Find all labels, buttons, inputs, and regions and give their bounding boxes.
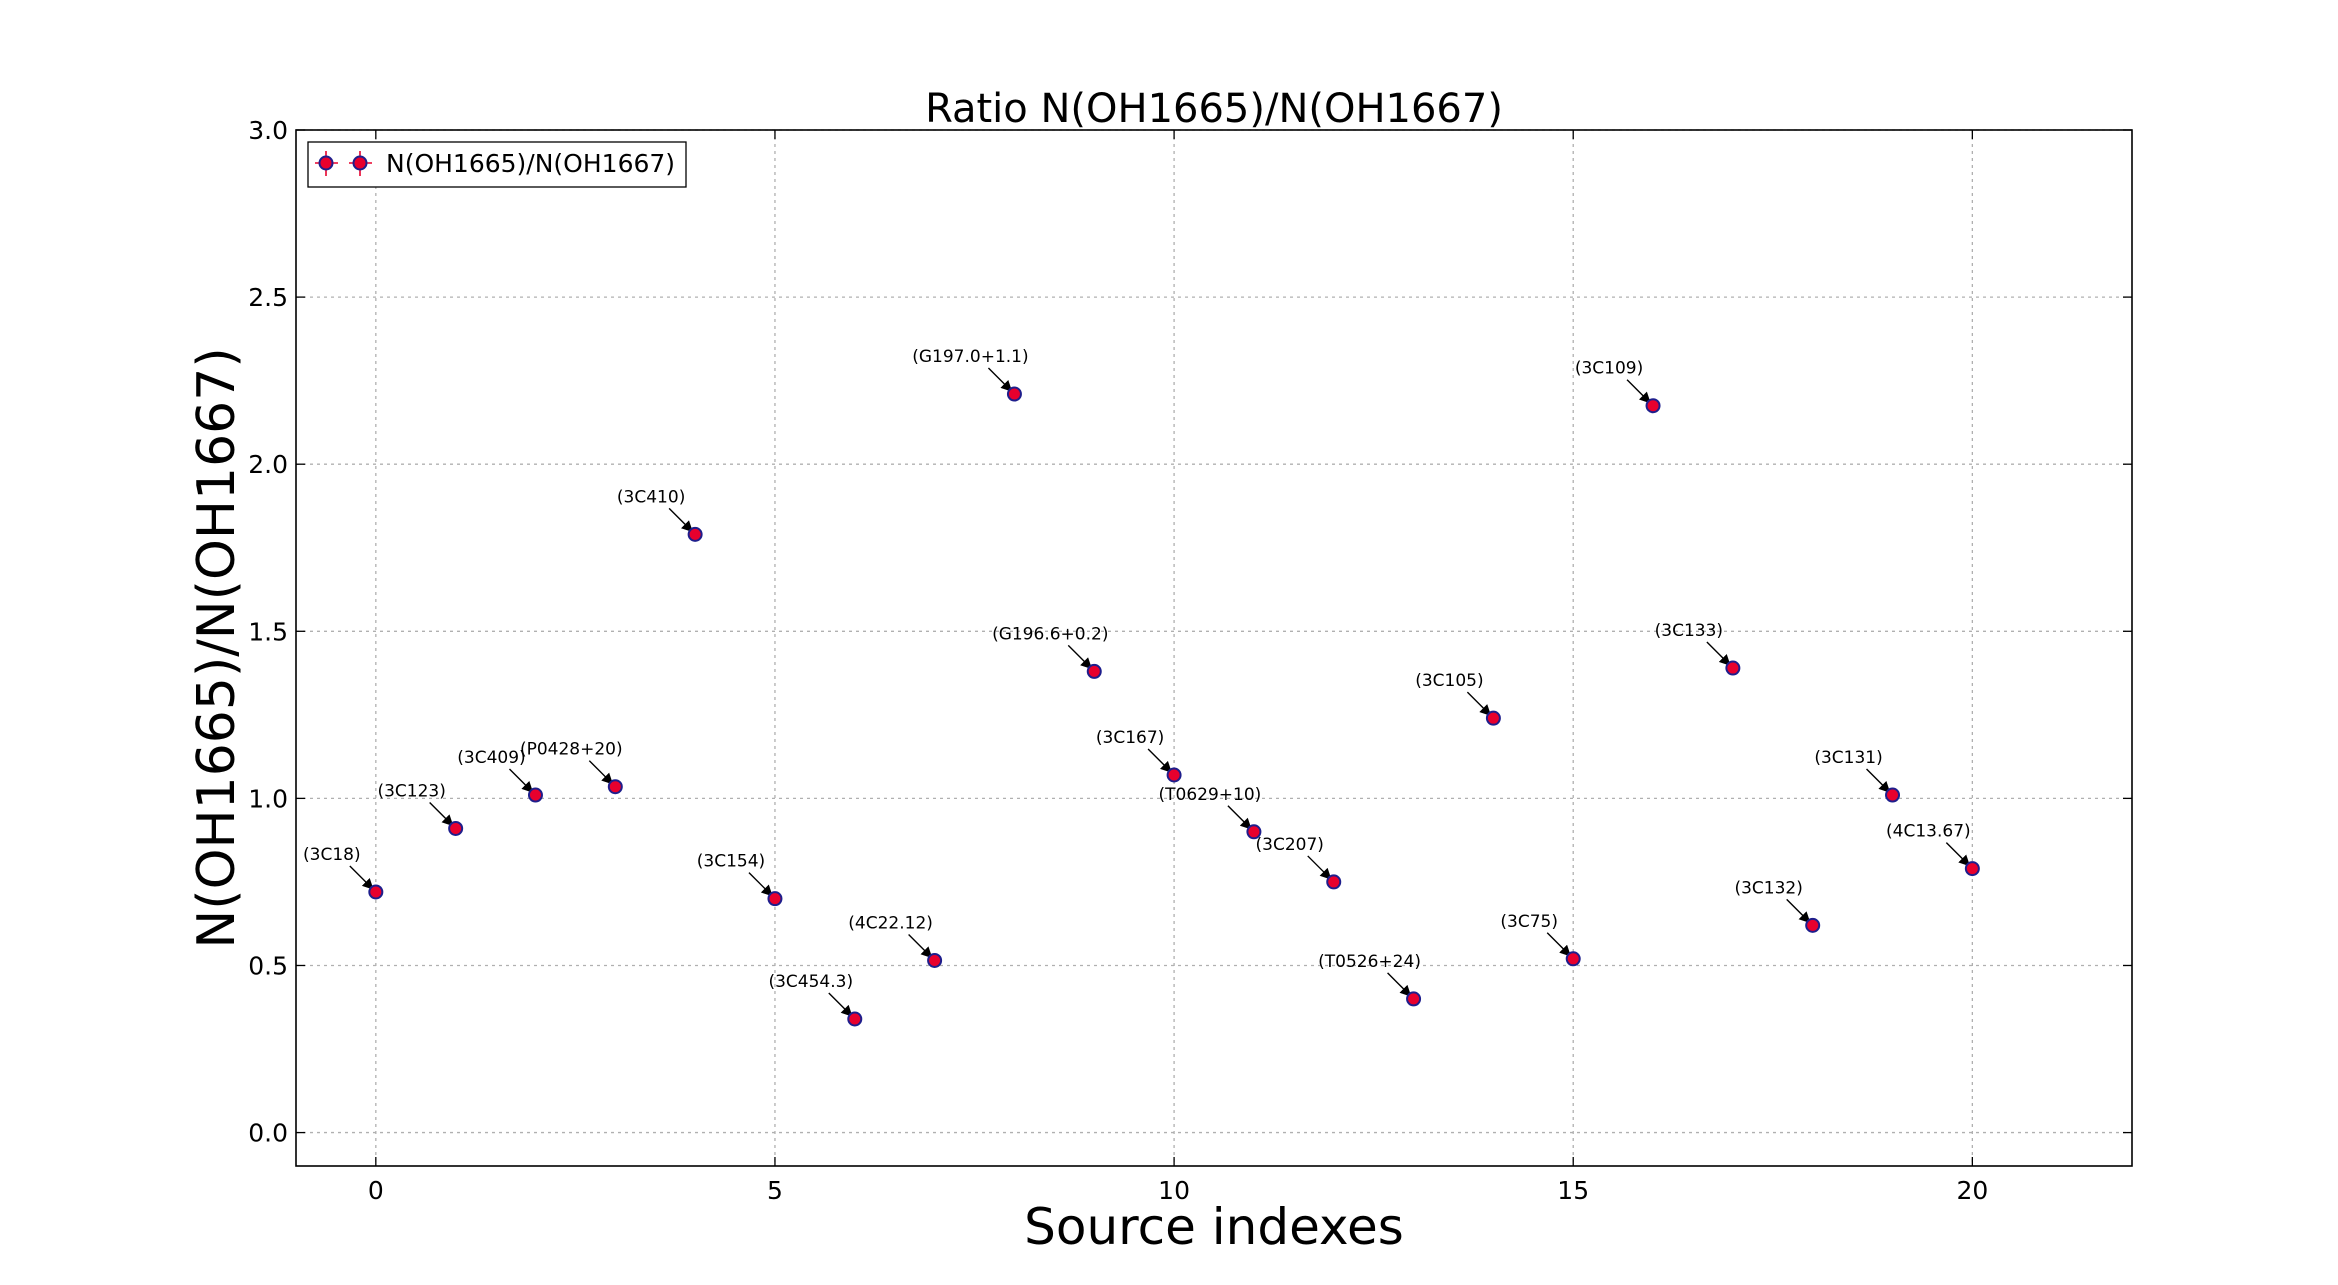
data-point [1406, 991, 1422, 1007]
annotation-arrow [1786, 898, 1811, 924]
x-tick-label: 10 [1158, 1176, 1190, 1205]
data-point [1166, 767, 1182, 783]
data-point [1964, 861, 1980, 877]
annotation-label: (3C167) [1096, 728, 1164, 748]
data-point [1006, 386, 1022, 402]
annotation-label: (T0629+10) [1159, 785, 1262, 805]
annotation-label: (T0526+24) [1318, 952, 1421, 972]
annotation-label: (4C13.67) [1886, 822, 1971, 842]
annotation-arrow [908, 933, 933, 959]
data-point [368, 884, 384, 900]
annotation-arrow [1147, 748, 1172, 773]
data-point [687, 526, 703, 542]
annotation-label: (3C207) [1256, 835, 1324, 855]
annotation-label: (3C123) [377, 781, 445, 801]
annotation-arrow [508, 768, 534, 793]
y-tick-label: 0.0 [248, 1119, 288, 1148]
annotation-arrow [1546, 932, 1572, 957]
x-tick-label: 15 [1557, 1176, 1589, 1205]
data-point [1086, 663, 1102, 679]
x-tick-label: 0 [368, 1176, 384, 1205]
legend-marker [315, 151, 372, 176]
y-tick-label: 2.5 [248, 283, 288, 312]
y-tick-label: 1.0 [248, 784, 288, 813]
data-point [607, 779, 623, 795]
data-point [1246, 824, 1262, 840]
legend-box [307, 141, 687, 188]
annotation-label: (3C18) [303, 845, 361, 865]
annotation-arrow [748, 872, 773, 897]
y-tick-label: 2.0 [248, 450, 288, 479]
data-point [927, 952, 943, 968]
data-point [1805, 917, 1821, 933]
annotation-label: (P0428+20) [520, 740, 623, 760]
plot-frame [295, 129, 2133, 1167]
data-point [527, 787, 543, 803]
annotations: (3C18) (3C123) (3C409)(P0428+20) (3C410) (3C… [303, 347, 1971, 1017]
annotation-label: (G197.0+1.1) [912, 347, 1028, 367]
data-point [1885, 787, 1901, 803]
chart-title: Ratio N(OH1665)/N(OH1667) [925, 86, 1503, 132]
data-point [1485, 710, 1501, 726]
annotation-arrow [1706, 641, 1731, 666]
data-point [1645, 398, 1661, 414]
annotation-arrow [1387, 972, 1412, 997]
annotation-label: (3C132) [1734, 878, 1802, 898]
data-point [767, 891, 783, 907]
y-axis-label: N(OH1665)/N(OH1667) [187, 347, 247, 948]
annotation-arrow [588, 760, 614, 785]
annotation-arrow [1866, 768, 1891, 793]
data-point [448, 820, 464, 836]
legend-label: N(OH1665)/N(OH1667) [386, 149, 675, 178]
annotation-label: (3C410) [617, 487, 685, 507]
data-points [368, 386, 1980, 1027]
annotation-arrow [1626, 379, 1651, 404]
annotation-arrow [668, 507, 693, 533]
annotation-arrow [828, 992, 853, 1017]
data-point [1725, 660, 1741, 676]
annotation-label: (3C75) [1500, 912, 1558, 932]
data-point [1565, 951, 1581, 967]
annotation-arrow [429, 801, 454, 827]
annotation-arrow [1227, 805, 1252, 830]
y-tick-label: 1.5 [248, 617, 288, 646]
annotation-arrow [1307, 855, 1332, 880]
y-tick-label: 3.0 [248, 116, 288, 145]
annotation-arrow [1067, 644, 1093, 670]
x-tick-label: 20 [1956, 1176, 1988, 1205]
annotation-arrow [1945, 842, 1971, 867]
annotation-label: (3C105) [1415, 671, 1483, 691]
annotation-label: (3C409) [457, 748, 525, 768]
axis-ticks: 0 5 10 15 20 0.0 0.5 1.0 1.5 2.0 2.5 3.0 [248, 116, 2132, 1205]
annotation-label: (G196.6+0.2) [992, 624, 1108, 644]
annotation-label: (3C131) [1814, 748, 1882, 768]
annotation-label: (3C154) [697, 852, 765, 872]
y-tick-label: 0.5 [248, 951, 288, 980]
data-point [1326, 874, 1342, 890]
annotation-label: (3C109) [1575, 359, 1643, 379]
x-tick-label: 5 [767, 1176, 783, 1205]
annotation-label: (3C454.3) [768, 972, 853, 992]
grid [296, 129, 2132, 1166]
annotation-arrow [1466, 691, 1492, 716]
annotation-arrow [349, 865, 374, 890]
annotation-arrow [987, 367, 1013, 392]
annotation-label: (4C22.12) [848, 913, 933, 933]
x-axis-label: Source indexes [1024, 1198, 1404, 1256]
annotation-label: (3C133) [1655, 621, 1723, 641]
legend: N(OH1665)/N(OH1667) [307, 141, 687, 188]
data-point [847, 1011, 863, 1027]
